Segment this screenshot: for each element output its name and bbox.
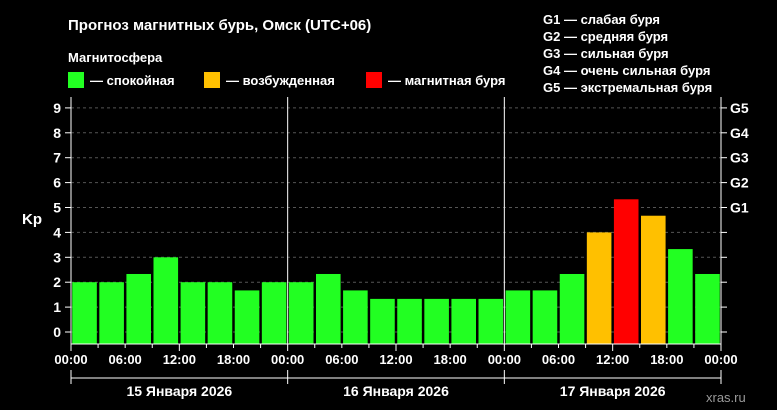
kp-bar	[695, 273, 720, 344]
kp-bar	[586, 232, 612, 344]
g-tick-label: G3	[730, 150, 749, 166]
kp-bar	[451, 298, 476, 344]
legend-swatch-quiet	[68, 72, 84, 88]
x-tick-label: 06:00	[325, 352, 358, 367]
level-legend: — спокойная — возбужденная — магнитная б…	[68, 72, 505, 88]
g-tick-label: G2	[730, 175, 749, 191]
kp-bar	[613, 199, 639, 344]
kp-bar	[343, 290, 368, 344]
kp-bar	[505, 290, 531, 344]
y-axis-label: Kp	[22, 211, 42, 228]
g-axis-ticks: G1 G2 G3 G4 G5	[721, 100, 749, 333]
day-label: 17 Января 2026	[560, 383, 666, 399]
kp-bar	[532, 290, 558, 344]
kp-bar	[126, 273, 151, 344]
y-tick-label: 8	[53, 125, 61, 141]
x-tick-label: 00:00	[488, 352, 521, 367]
x-tick-label: 06:00	[542, 352, 575, 367]
g-tick-label: G5	[730, 100, 749, 116]
y-tick-label: 9	[53, 100, 61, 116]
kp-bar	[641, 215, 666, 344]
day-label: 15 Января 2026	[126, 383, 232, 399]
y-tick-label: 5	[53, 200, 61, 216]
g-scale-legend: G1 — слабая буря G2 — средняя буря G3 — …	[543, 12, 712, 95]
kp-bar	[153, 257, 179, 344]
kp-bar	[180, 282, 206, 344]
legend-label-storm: — магнитная буря	[388, 73, 505, 88]
g-legend-g4: G4 — очень сильная буря	[543, 63, 710, 78]
g-legend-g3: G3 — сильная буря	[543, 46, 669, 61]
chart-title: Прогноз магнитных бурь, Омск (UTC+06)	[68, 17, 371, 34]
kp-bar	[288, 282, 314, 344]
y-tick-label: 1	[53, 299, 61, 315]
g-tick-label: G1	[730, 200, 749, 216]
x-tick-label: 00:00	[54, 352, 87, 367]
x-tick-label: 12:00	[596, 352, 629, 367]
y-tick-label: 0	[53, 324, 61, 340]
x-tick-label: 12:00	[163, 352, 196, 367]
x-tick-label: 12:00	[379, 352, 412, 367]
gridlines	[71, 107, 721, 333]
legend-swatch-storm	[366, 72, 382, 88]
y-tick-label: 4	[53, 224, 61, 240]
watermark: xras.ru	[706, 390, 746, 405]
kp-bar	[559, 273, 585, 344]
kp-bar	[478, 298, 504, 344]
kp-bar	[72, 282, 97, 344]
y-tick-label: 7	[53, 150, 61, 166]
y-tick-label: 3	[53, 249, 61, 265]
x-tick-label: 18:00	[650, 352, 683, 367]
g-legend-g5: G5 — экстремальная буря	[543, 80, 712, 95]
x-tick-label: 18:00	[217, 352, 250, 367]
kp-bar	[424, 298, 449, 344]
x-axis-ticks: 00:00 06:00 12:00 18:00 00:00 06:00 12:00 18:00…	[54, 344, 738, 367]
kp-bar	[397, 298, 422, 344]
day-labels: 15 Января 2026 16 Января 2026 17 Января 20…	[70, 370, 722, 399]
g-legend-g1: G1 — слабая буря	[543, 12, 660, 27]
legend-swatch-excited	[204, 72, 220, 88]
g-tick-label: G4	[730, 125, 749, 141]
g-legend-g2: G2 — средняя буря	[543, 29, 668, 44]
kp-bar	[370, 298, 395, 344]
kp-bar	[668, 249, 693, 344]
x-tick-label: 18:00	[434, 352, 467, 367]
kp-bar	[234, 290, 260, 344]
y-tick-label: 2	[53, 274, 61, 290]
x-tick-label: 00:00	[704, 352, 737, 367]
legend-label-quiet: — спокойная	[90, 73, 175, 88]
kp-bar	[99, 282, 124, 344]
x-tick-label: 00:00	[271, 352, 304, 367]
day-label: 16 Января 2026	[343, 383, 449, 399]
x-tick-label: 06:00	[109, 352, 142, 367]
y-tick-label: 6	[53, 175, 61, 191]
bars	[72, 199, 720, 344]
legend-heading: Магнитосфера	[68, 50, 163, 65]
y-axis-ticks: 0 1 2 3 4 5 6 7 8 9	[53, 100, 71, 340]
kp-bar	[261, 282, 287, 344]
kp-bar	[316, 273, 341, 344]
legend-label-excited: — возбужденная	[226, 73, 335, 88]
kp-bar	[207, 282, 233, 344]
